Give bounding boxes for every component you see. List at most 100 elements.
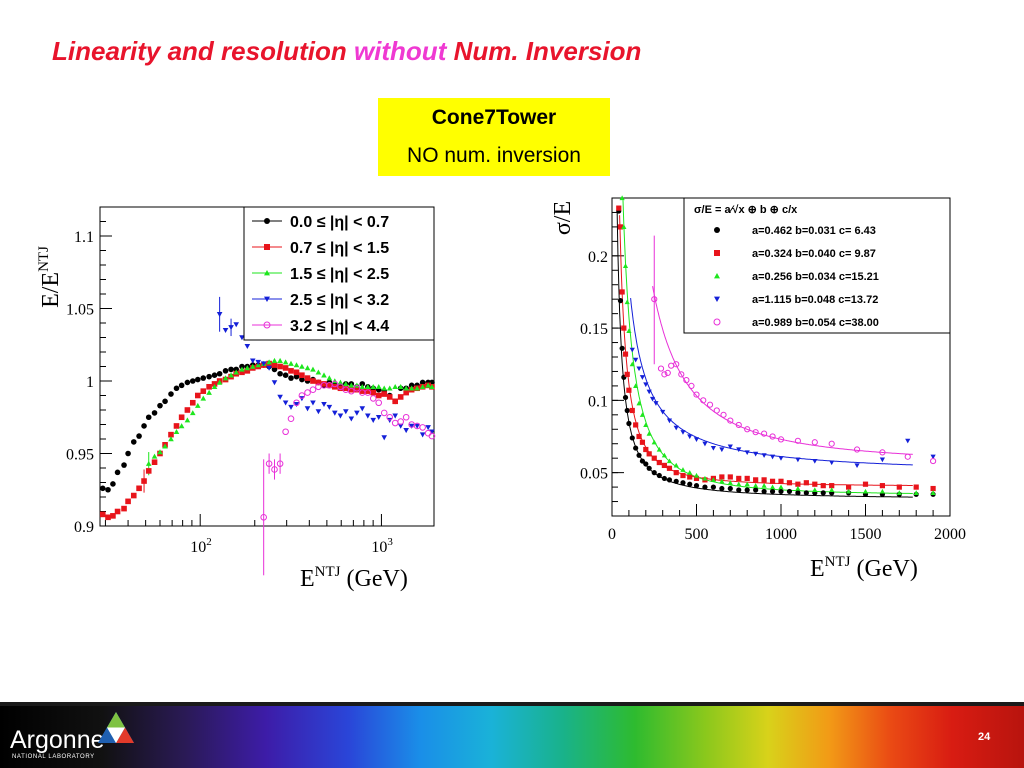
- y-label-base: E/E: [38, 272, 64, 308]
- linearity-point: [206, 373, 212, 380]
- resolution-point: [687, 470, 693, 475]
- resolution-point: [713, 407, 720, 414]
- linearity-point: [408, 385, 415, 391]
- resolution-point: [693, 391, 700, 398]
- linearity-point: [178, 382, 185, 389]
- linearity-point: [403, 389, 409, 396]
- resolution-point: [702, 441, 708, 447]
- resolution-point: [617, 298, 624, 304]
- linearity-point: [141, 478, 147, 484]
- linearity-point: [337, 383, 344, 391]
- linearity-legend: 0.0 ≤ |η| < 0.7 0.7 ≤ |η| < 1.5 1.5 ≤ |η| …: [243, 206, 435, 341]
- resolution-point: [803, 480, 809, 486]
- resolution-point: [786, 488, 793, 495]
- linearity-point: [326, 382, 333, 389]
- legend-marker: [264, 296, 270, 302]
- linearity-point: [392, 384, 398, 390]
- resolution-point: [761, 483, 767, 488]
- linearity-point: [310, 378, 316, 384]
- legend-marker: [264, 270, 270, 276]
- linearity-point: [414, 423, 420, 429]
- legend-label: a=0.989 b=0.054 c=38.00: [752, 317, 879, 329]
- linearity-point: [293, 373, 300, 380]
- resolution-point: [622, 351, 629, 357]
- resolution-point: [930, 457, 937, 465]
- linearity-point: [189, 410, 196, 416]
- linearity-point: [419, 379, 426, 386]
- linearity-point: [277, 363, 283, 370]
- resolution-point: [680, 430, 686, 435]
- linearity-point: [130, 439, 137, 445]
- linearity-y-tick-label: 0.9: [74, 519, 94, 536]
- x-tick-base: 10: [190, 539, 206, 556]
- resolution-series-4: [651, 296, 937, 465]
- linearity-point: [348, 386, 355, 393]
- linearity-point: [403, 428, 409, 434]
- legend-marker: [714, 227, 720, 233]
- resolution-point: [795, 457, 801, 463]
- linearity-point: [184, 379, 191, 386]
- linearity-point: [380, 409, 388, 417]
- linearity-point: [299, 376, 305, 383]
- linearity-point: [282, 365, 289, 371]
- linearity-point: [282, 359, 289, 365]
- resolution-point: [744, 481, 750, 487]
- title-part-2: without: [353, 36, 447, 66]
- resolution-x-tick-label: 0: [608, 526, 616, 543]
- resolution-point: [769, 454, 776, 460]
- linearity-series-3: [216, 312, 435, 441]
- resolution-point: [820, 483, 826, 489]
- resolution-point: [879, 483, 885, 489]
- resolution-point: [778, 488, 784, 495]
- linearity-point: [364, 389, 372, 396]
- resolution-point: [668, 362, 675, 369]
- resolution-point: [626, 420, 632, 427]
- linearity-point: [206, 389, 212, 395]
- linearity-point: [282, 428, 289, 436]
- linearity-series-1: [99, 360, 435, 521]
- resolution-point: [752, 429, 759, 436]
- linearity-point: [249, 363, 256, 369]
- resolution-point: [619, 289, 625, 295]
- linearity-point: [298, 392, 306, 399]
- linearity-point: [375, 384, 382, 390]
- linearity-point: [228, 372, 234, 378]
- resolution-point: [719, 447, 725, 453]
- resolution-point: [619, 345, 625, 351]
- resolution-point: [727, 480, 733, 485]
- linearity-point: [288, 404, 294, 410]
- linearity-point: [315, 409, 322, 415]
- resolution-point: [680, 467, 686, 472]
- linearity-point: [310, 400, 316, 406]
- linearity-point: [222, 368, 229, 374]
- linearity-point: [402, 413, 410, 421]
- linearity-y-tick-label: 0.95: [66, 447, 94, 464]
- linearity-y-tick-label: 1.1: [74, 229, 94, 246]
- resolution-point: [735, 421, 742, 429]
- resolution-point: [651, 470, 657, 476]
- linearity-point: [370, 417, 377, 423]
- resolution-point: [617, 224, 624, 230]
- resolution-point: [656, 472, 662, 479]
- linearity-point: [239, 369, 245, 376]
- resolution-point: [862, 488, 869, 494]
- resolution-point: [727, 474, 733, 480]
- legend-label: a=0.462 b=0.031 c= 6.43: [752, 225, 876, 237]
- linearity-point: [266, 359, 272, 365]
- resolution-point: [727, 444, 733, 450]
- resolution-point: [639, 458, 646, 464]
- linearity-point: [271, 380, 278, 386]
- legend-marker: [264, 218, 270, 224]
- linearity-point: [315, 369, 322, 375]
- resolution-point: [643, 422, 649, 428]
- legend-label: a=1.115 b=0.048 c=13.72: [752, 294, 878, 306]
- linearity-point: [110, 513, 116, 519]
- resolution-point: [622, 263, 629, 269]
- linearity-point: [408, 423, 415, 429]
- resolution-point: [744, 487, 750, 493]
- linearity-point: [381, 391, 388, 397]
- linearity-point: [244, 343, 251, 349]
- x-tick-base: 10: [371, 539, 387, 556]
- resolution-point: [812, 481, 818, 487]
- resolution-fit-curve-4: [652, 286, 913, 455]
